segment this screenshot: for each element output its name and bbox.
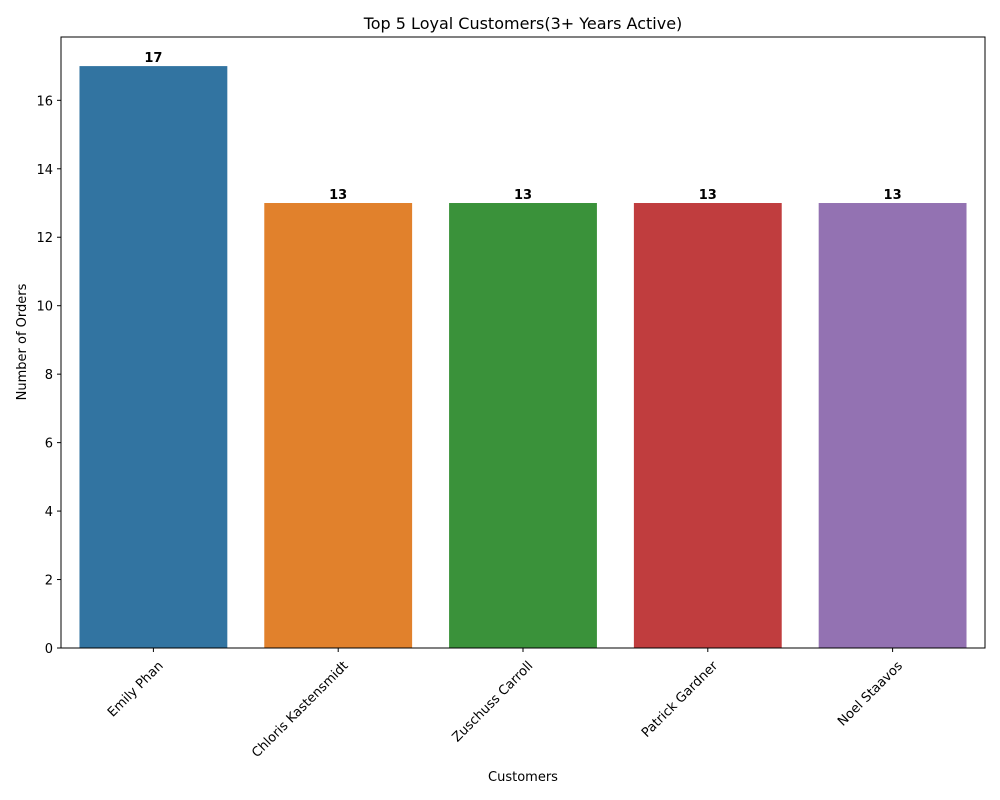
- data-label-3: 13: [699, 188, 717, 203]
- chart-title: Top 5 Loyal Customers(3+ Years Active): [363, 14, 683, 33]
- data-labels-group: 17 13 13 13 13: [144, 51, 901, 203]
- y-tick-label-1: 2: [45, 574, 53, 589]
- y-axis-label: Number of Orders: [15, 283, 30, 400]
- y-tick-label-3: 6: [45, 437, 53, 452]
- x-axis-label: Customers: [488, 770, 558, 785]
- x-axis: Emily Phan Chloris Kastensmidt Zuschuss Ca…: [105, 648, 906, 761]
- y-tick-label-0: 0: [45, 642, 53, 657]
- data-label-0: 17: [144, 51, 162, 66]
- x-tick-label-3: Patrick Gardner: [639, 658, 722, 741]
- y-tick-label-6: 12: [36, 231, 53, 246]
- x-tick-label-1: Chloris Kastensmidt: [249, 659, 351, 761]
- data-label-4: 13: [884, 188, 902, 203]
- x-tick-label-0: Emily Phan: [105, 659, 167, 721]
- y-tick-label-2: 4: [45, 505, 53, 520]
- bar-2: [449, 203, 597, 648]
- y-axis: 0 2 4 6 8 10 12 14 16: [36, 94, 61, 657]
- y-tick-label-5: 10: [36, 300, 53, 315]
- bar-3: [633, 203, 782, 648]
- data-label-1: 13: [329, 188, 347, 203]
- y-tick-label-8: 16: [36, 94, 53, 109]
- plot-frame: [60, 36, 986, 649]
- x-tick-label-2: Zuschuss Carroll: [450, 659, 537, 746]
- bar-4: [818, 203, 967, 648]
- bar-1: [264, 203, 413, 648]
- x-tick-label-4: Noel Staavos: [835, 658, 906, 729]
- bars-group: [79, 66, 967, 649]
- data-label-2: 13: [514, 188, 532, 203]
- y-tick-label-4: 8: [45, 368, 53, 383]
- y-tick-label-7: 14: [36, 163, 53, 178]
- bar-0: [79, 66, 228, 649]
